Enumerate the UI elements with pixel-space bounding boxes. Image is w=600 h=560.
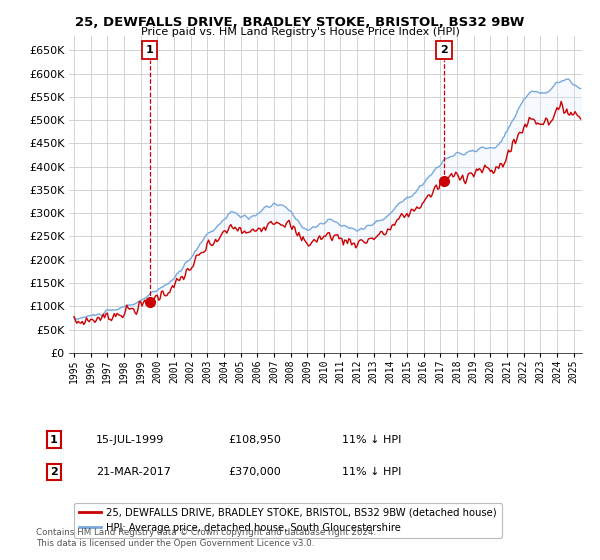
Text: 15-JUL-1999: 15-JUL-1999 bbox=[96, 435, 164, 445]
Text: £370,000: £370,000 bbox=[228, 467, 281, 477]
Text: Price paid vs. HM Land Registry's House Price Index (HPI): Price paid vs. HM Land Registry's House … bbox=[140, 27, 460, 37]
Legend: 25, DEWFALLS DRIVE, BRADLEY STOKE, BRISTOL, BS32 9BW (detached house), HPI: Aver: 25, DEWFALLS DRIVE, BRADLEY STOKE, BRIST… bbox=[74, 503, 502, 538]
Text: 11% ↓ HPI: 11% ↓ HPI bbox=[342, 435, 401, 445]
Text: 2: 2 bbox=[440, 45, 448, 55]
Text: 1: 1 bbox=[146, 45, 154, 55]
Text: 11% ↓ HPI: 11% ↓ HPI bbox=[342, 467, 401, 477]
Text: 2: 2 bbox=[50, 467, 58, 477]
Text: 21-MAR-2017: 21-MAR-2017 bbox=[96, 467, 171, 477]
Text: 1: 1 bbox=[50, 435, 58, 445]
Text: 25, DEWFALLS DRIVE, BRADLEY STOKE, BRISTOL, BS32 9BW: 25, DEWFALLS DRIVE, BRADLEY STOKE, BRIST… bbox=[76, 16, 524, 29]
Text: £108,950: £108,950 bbox=[228, 435, 281, 445]
Text: Contains HM Land Registry data © Crown copyright and database right 2024.
This d: Contains HM Land Registry data © Crown c… bbox=[36, 528, 376, 548]
